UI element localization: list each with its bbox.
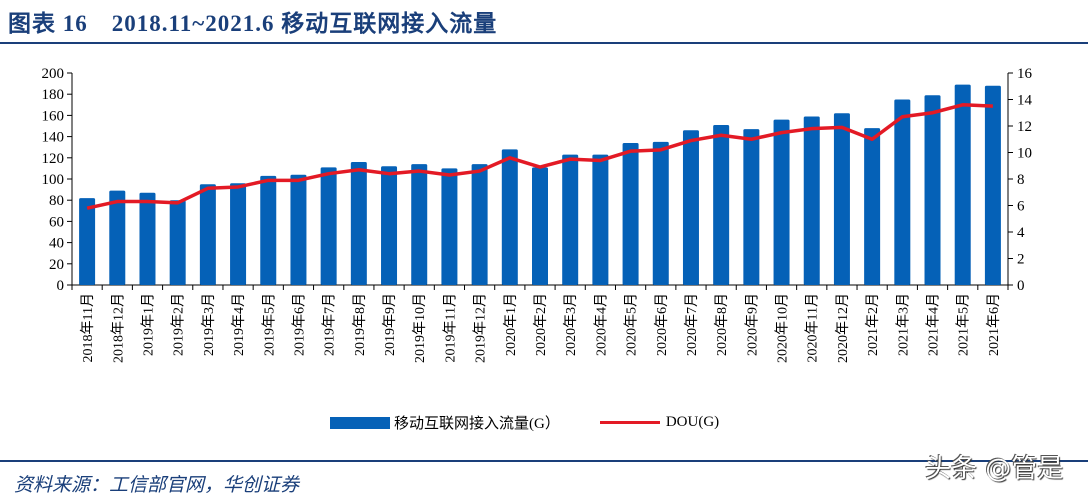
x-tick-label: 2019年6月: [291, 293, 307, 356]
right-tick-label: 14: [1017, 93, 1033, 109]
chart-title: 图表 16 2018.11~2021.6 移动互联网接入流量: [8, 11, 498, 36]
left-tick-label: 120: [42, 151, 65, 167]
x-tick-label: 2019年8月: [352, 293, 368, 356]
left-tick-label: 160: [42, 108, 65, 124]
bar: [682, 130, 699, 285]
chart: 0 20 40 60 80 100 120 140 160 180 200 0 2 4 6 8 10 12 14 16…: [42, 66, 1033, 363]
x-tick-label: 2020年5月: [624, 293, 640, 356]
x-tick-label: 2021年4月: [926, 293, 942, 356]
x-tick-label: 2019年2月: [171, 293, 187, 356]
x-tick-label: 2020年7月: [684, 293, 700, 356]
x-tick-label: 2019年12月: [473, 293, 489, 363]
x-tick-label: 2019年3月: [201, 293, 217, 356]
legend-line-label: DOU(G): [665, 414, 720, 430]
left-tick-label: 80: [49, 193, 64, 209]
legend-bar-swatch: [330, 416, 390, 429]
bar: [139, 192, 156, 285]
left-tick-label: 100: [42, 172, 65, 188]
left-tick-label: 60: [49, 214, 64, 230]
bar: [833, 113, 850, 285]
right-tick-label: 4: [1017, 225, 1025, 241]
x-tick-label: 2018年11月: [80, 293, 96, 362]
bar: [350, 162, 367, 285]
x-tick-label: 2021年5月: [956, 293, 972, 356]
bar: [79, 198, 96, 285]
x-tick-label: 2020年6月: [654, 293, 670, 356]
right-tick-label: 8: [1017, 172, 1025, 188]
x-tick-label: 2020年1月: [503, 293, 519, 356]
right-tick-label: 0: [1017, 278, 1025, 294]
bar: [501, 149, 518, 285]
x-tick-label: 2019年4月: [231, 293, 247, 356]
bar: [622, 142, 639, 285]
x-tick-label: 2020年10月: [775, 293, 791, 363]
x-tick-label: 2020年11月: [805, 293, 821, 362]
bar: [592, 154, 609, 285]
x-tick-label: 2021年2月: [865, 293, 881, 356]
bar: [199, 184, 216, 285]
bar: [290, 174, 307, 285]
x-tick-label: 2019年11月: [442, 293, 458, 362]
left-tick-label: 200: [42, 66, 65, 82]
x-tick-label: 2019年10月: [412, 293, 428, 363]
bar: [894, 99, 911, 285]
left-tick-label: 140: [42, 130, 65, 146]
x-tick-label: 2018年12月: [110, 293, 126, 363]
right-tick-label: 16: [1017, 66, 1033, 82]
source-note: 资料来源：工信部官网，华创证券: [14, 475, 300, 496]
left-tick-label: 40: [49, 236, 64, 252]
left-tick-label: 20: [49, 257, 64, 273]
bar: [713, 124, 730, 285]
footer-divider: [0, 460, 1088, 462]
bar: [169, 200, 186, 285]
legend-bar-label: 移动互联网接入流量(G）: [394, 416, 560, 432]
bar: [532, 167, 548, 285]
title-divider: [0, 42, 1088, 44]
x-tick-label: 2021年6月: [986, 293, 1002, 356]
bar: [109, 190, 126, 285]
bar: [230, 183, 247, 285]
x-tick-label: 2020年8月: [714, 293, 730, 356]
bar: [652, 141, 669, 285]
right-tick-label: 2: [1017, 252, 1025, 268]
legend-line-swatch: [599, 421, 660, 424]
x-tick-label: 2020年12月: [835, 293, 851, 363]
x-tick-label: 2019年1月: [140, 293, 156, 356]
right-tick-label: 6: [1017, 199, 1025, 215]
bar: [471, 164, 488, 285]
x-tick-label: 2019年7月: [322, 293, 338, 356]
bar: [954, 84, 971, 285]
watermark: 头条 @管是: [925, 454, 1064, 484]
bar: [803, 116, 820, 286]
x-tick-label: 2020年2月: [533, 293, 549, 356]
x-tick-label: 2019年5月: [261, 293, 277, 356]
legend: 移动互联网接入流量(G） DOU(G): [330, 412, 719, 433]
right-tick-label: 12: [1017, 119, 1032, 135]
bar: [743, 129, 760, 285]
left-tick-label: 180: [42, 87, 65, 103]
x-tick-label: 2020年4月: [593, 293, 609, 356]
x-tick-label: 2020年9月: [744, 293, 760, 356]
bar: [984, 85, 1001, 285]
x-tick-label: 2020年3月: [563, 293, 579, 356]
x-tick-label: 2021年3月: [895, 293, 911, 356]
bar: [411, 164, 428, 285]
bar: [441, 168, 458, 285]
x-tick-label: 2019年9月: [382, 293, 398, 356]
bar: [320, 167, 337, 285]
bar: [260, 175, 277, 285]
bar: [381, 166, 398, 285]
bar: [562, 154, 579, 285]
left-tick-label: 0: [57, 278, 65, 294]
right-tick-label: 10: [1017, 146, 1032, 162]
bar: [773, 119, 790, 285]
bar: [924, 95, 941, 285]
bar: [864, 128, 881, 285]
